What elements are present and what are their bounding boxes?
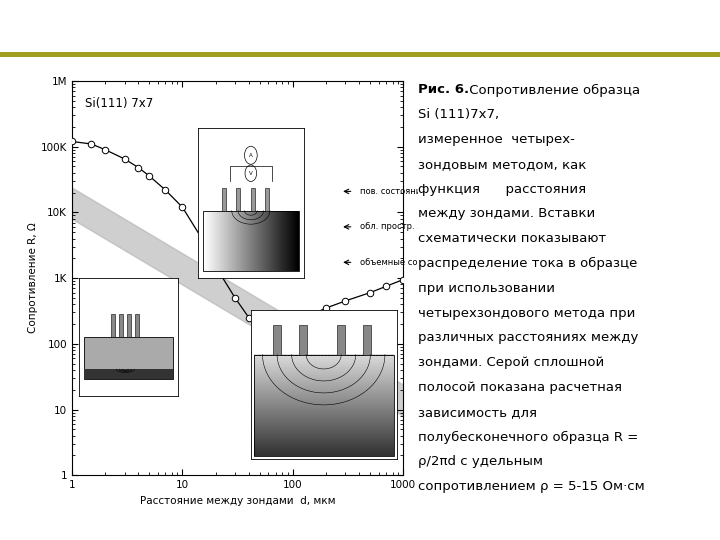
Text: ρ/2πd с удельным: ρ/2πd с удельным bbox=[418, 455, 543, 468]
Point bbox=[258, 320, 270, 328]
X-axis label: Расстояние между зондами  d, мкм: Расстояние между зондами d, мкм bbox=[140, 496, 336, 505]
Text: измеренное  четырех-: измеренное четырех- bbox=[418, 133, 575, 146]
Text: схематически показывают: схематически показывают bbox=[418, 232, 606, 245]
Text: Si(111) 7x7: Si(111) 7x7 bbox=[85, 97, 153, 110]
Point bbox=[66, 137, 78, 146]
Text: Сопротивление образца: Сопротивление образца bbox=[465, 84, 640, 97]
Text: объемные состояния: объемные состояния bbox=[360, 258, 454, 267]
Point bbox=[132, 163, 144, 172]
Text: Si (111)7x7,: Si (111)7x7, bbox=[418, 109, 499, 122]
Point bbox=[160, 186, 171, 194]
Point bbox=[229, 294, 240, 302]
Text: полосой показана расчетная: полосой показана расчетная bbox=[418, 381, 621, 394]
Text: зондами. Серой сплошной: зондами. Серой сплошной bbox=[418, 356, 604, 369]
Text: между зондами. Вставки: между зондами. Вставки bbox=[418, 207, 595, 220]
Text: распределение тока в образце: распределение тока в образце bbox=[418, 257, 637, 270]
Point bbox=[176, 203, 188, 212]
Text: четырехзондового метода при: четырехзондового метода при bbox=[418, 307, 635, 320]
Point bbox=[196, 234, 207, 243]
Point bbox=[397, 275, 409, 284]
Text: полубесконечного образца R =: полубесконечного образца R = bbox=[418, 430, 638, 444]
Point bbox=[143, 172, 155, 180]
Point bbox=[210, 262, 221, 271]
Text: Рис. 6.: Рис. 6. bbox=[418, 84, 469, 97]
Point bbox=[86, 140, 97, 149]
Y-axis label: Сопротивление R, Ω: Сопротивление R, Ω bbox=[28, 222, 38, 334]
Point bbox=[270, 318, 282, 327]
Point bbox=[320, 303, 332, 312]
Point bbox=[307, 310, 318, 319]
Point bbox=[243, 313, 255, 322]
Point bbox=[380, 282, 392, 291]
Text: сопротивлением ρ = 5-15 Ом·см: сопротивлением ρ = 5-15 Ом·см bbox=[418, 480, 644, 493]
Point bbox=[119, 154, 130, 163]
Point bbox=[340, 296, 351, 305]
Text: функция      расстояния: функция расстояния bbox=[418, 183, 586, 195]
Text: пов. состояния: пов. состояния bbox=[360, 187, 426, 196]
Text: при использовании: при использовании bbox=[418, 282, 554, 295]
Point bbox=[364, 288, 376, 297]
Point bbox=[287, 316, 299, 325]
Text: зондовым методом, как: зондовым методом, как bbox=[418, 158, 586, 171]
Text: различных расстояниях между: различных расстояниях между bbox=[418, 332, 638, 345]
Text: зависимость для: зависимость для bbox=[418, 406, 536, 419]
Text: обл. простр. заряда: обл. простр. заряда bbox=[360, 222, 449, 231]
Point bbox=[99, 145, 111, 154]
